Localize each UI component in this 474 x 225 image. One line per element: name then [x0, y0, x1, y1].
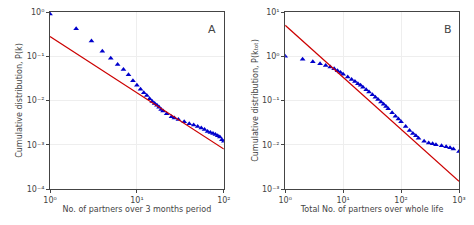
svg-text:10²: 10²: [217, 196, 230, 205]
svg-text:A: A: [208, 23, 216, 36]
svg-text:10¹: 10¹: [336, 196, 349, 205]
svg-text:10²: 10²: [394, 196, 407, 205]
svg-text:10³: 10³: [452, 196, 465, 205]
svg-text:10⁰: 10⁰: [266, 52, 279, 61]
svg-text:10⁻¹: 10⁻¹: [262, 96, 280, 105]
svg-text:10⁰: 10⁰: [43, 196, 56, 205]
svg-text:10⁻²: 10⁻²: [262, 141, 280, 150]
svg-text:10⁰: 10⁰: [278, 196, 291, 205]
svg-text:B: B: [444, 23, 452, 36]
svg-text:Cumulative distribution, P(k): Cumulative distribution, P(k): [15, 43, 24, 158]
svg-text:Cumulative distribution, P(kₜₒ: Cumulative distribution, P(kₜₒₜ): [251, 39, 260, 162]
svg-text:10¹: 10¹: [130, 196, 143, 205]
svg-text:No. of partners over 3 months: No. of partners over 3 months period: [63, 205, 212, 214]
svg-text:10⁻³: 10⁻³: [27, 141, 45, 150]
svg-text:10⁰: 10⁰: [31, 8, 44, 17]
svg-text:10¹: 10¹: [266, 8, 279, 17]
svg-text:10⁻²: 10⁻²: [27, 96, 45, 105]
svg-text:Total No. of partners over who: Total No. of partners over whole life: [300, 205, 444, 214]
svg-text:10⁻⁴: 10⁻⁴: [27, 185, 45, 194]
svg-text:10⁻¹: 10⁻¹: [27, 52, 45, 61]
svg-text:10⁻³: 10⁻³: [262, 185, 280, 194]
